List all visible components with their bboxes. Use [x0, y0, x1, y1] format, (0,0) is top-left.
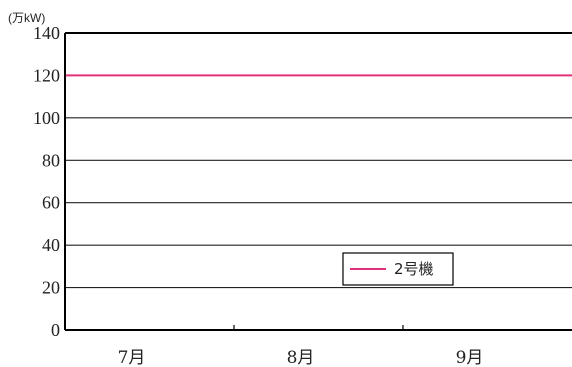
- legend-label-2号機: 2号機: [394, 260, 434, 278]
- y-tick-label: 60: [42, 193, 60, 213]
- y-tick-label: 0: [51, 320, 60, 340]
- y-tick-label: 80: [42, 150, 60, 170]
- x-category-label: 9月: [456, 348, 484, 367]
- y-tick-label: 120: [33, 65, 60, 85]
- legend: 2号機: [342, 252, 454, 286]
- y-tick-label: 20: [42, 278, 60, 298]
- y-tick-label: 40: [42, 235, 60, 255]
- y-tick-label: 100: [33, 108, 60, 128]
- y-tick-labels: 0 20 40 60 80 100 120 140: [33, 23, 60, 340]
- axes: [64, 32, 572, 331]
- y-tick-label: 140: [33, 23, 60, 43]
- x-category-label: 8月: [287, 348, 315, 367]
- x-category-labels: 7月 8月 9月: [118, 348, 484, 367]
- gridlines: [65, 32, 572, 289]
- x-category-label: 7月: [118, 348, 146, 367]
- unit-label: (万kW): [8, 11, 45, 25]
